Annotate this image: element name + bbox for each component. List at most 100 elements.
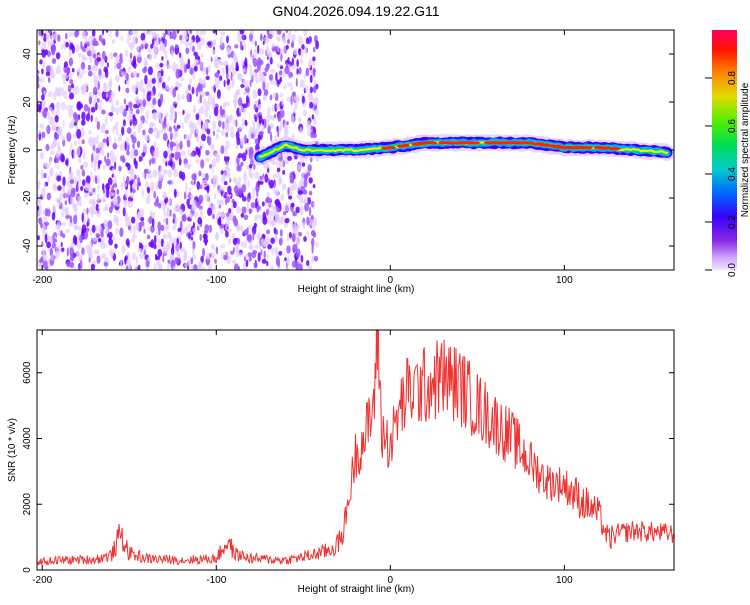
spectrogram-noise-blob [65, 104, 68, 111]
spectrogram-noise-blob [192, 45, 196, 53]
spectrogram-noise-blob [298, 48, 301, 54]
spectrogram-noise-blob [40, 169, 44, 178]
spectrogram-noise-blob [155, 184, 158, 191]
spectrogram-noise-blob [105, 92, 109, 99]
spectrogram-noise-blob [182, 109, 185, 116]
spectrogram-noise-blob [304, 46, 308, 55]
spectrogram-noise-blob [299, 79, 305, 89]
spectrogram-noise-blob [218, 60, 223, 66]
spectrogram-noise-blob [153, 31, 157, 39]
spectrogram-noise-blob [142, 91, 145, 100]
spectrogram-noise-blob [182, 213, 187, 221]
spectrogram-noise-blob [150, 225, 155, 233]
spectrogram-noise-blob [183, 162, 188, 169]
spectrogram-noise-blob [174, 257, 179, 264]
spectrogram-noise-blob [38, 258, 44, 263]
spectrogram-noise-blob [246, 202, 249, 213]
spectrogram-noise-blob [261, 258, 267, 264]
spectrogram-noise-blob [77, 226, 82, 232]
spectrogram-noise-blob [141, 188, 144, 198]
spectrogram-noise-blob [178, 170, 183, 179]
spectrogram-noise-blob [221, 67, 225, 77]
spectrogram-noise-blob [188, 222, 192, 229]
spectrogram-noise-blob [72, 235, 77, 245]
spectrogram-noise-blob [44, 30, 49, 34]
spectrogram-noise-blob [68, 222, 74, 227]
spectrogram-noise-blob [65, 229, 71, 233]
spectrogram-x-ticks: -200 -100 0 100 [32, 30, 573, 286]
spectrogram-noise-blob [216, 128, 221, 134]
spectrogram-noise-blob [290, 42, 294, 48]
spectrogram-noise-blob [116, 188, 120, 195]
spectrogram-noise-blob [276, 167, 281, 173]
spectrogram-noise-blob [114, 161, 117, 171]
spectrogram-noise-blob [138, 85, 141, 90]
spectrogram-noise-blob [238, 105, 244, 114]
spectrogram-noise-blob [257, 88, 262, 97]
spectrogram-noise-blob [98, 142, 101, 150]
spectrogram-noise-blob [177, 227, 182, 232]
spectrogram-noise-blob [171, 50, 174, 58]
spectrogram-noise-blob [68, 31, 74, 37]
spectrogram-noise-blob [163, 241, 166, 250]
spectrogram-noise-blob [160, 224, 165, 232]
spectrogram-noise-blob [234, 44, 239, 49]
spectrogram-noise-blob [213, 203, 216, 213]
spectrogram-noise-blob [175, 248, 178, 254]
spectrogram-noise-blob [73, 140, 78, 147]
spectrogram-noise-blob [272, 207, 278, 217]
spectrogram-noise-blob [212, 30, 216, 34]
spectrogram-noise-blob [164, 38, 168, 48]
spectrogram-noise-blob [163, 127, 167, 134]
spectrogram-noise-blob [230, 250, 235, 255]
spectrogram-noise-blob [79, 103, 83, 109]
spectrogram-noise-blob [191, 199, 197, 207]
spectrogram-noise-blob [80, 127, 85, 138]
spectrogram-noise-blob [248, 169, 252, 176]
spectrogram-noise-blob [64, 200, 68, 206]
spectrogram-noise-blob [108, 238, 113, 246]
spectrogram-noise-blob [91, 65, 95, 72]
spectrogram-noise-blob [131, 136, 137, 144]
y-tick-label: 2000 [22, 493, 33, 516]
spectrogram-noise-blob [205, 75, 210, 80]
x-tick-label: 0 [388, 275, 394, 286]
spectrogram-noise-blob [102, 183, 105, 191]
spectrogram-noise-blob [195, 211, 199, 217]
spectrogram-noise-blob [214, 258, 217, 264]
spectrogram-noise-blob [286, 97, 292, 102]
spectrogram-noise-blob [165, 161, 168, 167]
x-tick-label: -200 [32, 275, 52, 286]
spectrogram-noise-blob [42, 109, 48, 118]
spectrogram-noise-blob [276, 36, 281, 41]
spectrogram-noise-blob [128, 101, 133, 109]
spectrogram-noise-blob [108, 135, 112, 143]
spectrogram-noise-blob [225, 124, 230, 133]
spectrogram-noise-blob [118, 85, 121, 92]
spectrogram-noise-blob [170, 153, 175, 158]
spectrogram-noise-blob [311, 223, 315, 230]
spectrogram-noise-blob [306, 120, 312, 131]
spectrogram-noise-blob [81, 111, 86, 121]
spectrogram-noise-blob [136, 181, 139, 191]
spectrogram-noise-blob [171, 142, 177, 147]
spectrogram-noise-blob [58, 171, 63, 177]
spectrogram-noise-blob [213, 106, 219, 117]
spectrogram-noise-blob [282, 170, 286, 175]
spectrogram-noise-blob [266, 30, 270, 36]
spectrogram-noise-blob [288, 30, 292, 36]
spectrogram-noise-blob [120, 36, 124, 42]
spectrogram-noise-blob [39, 151, 45, 160]
y-tick-label: 6000 [22, 361, 33, 384]
spectrogram-noise-blob [125, 189, 128, 199]
spectrogram-noise-blob [260, 249, 263, 256]
spectrogram-noise-blob [130, 30, 134, 35]
spectrogram-noise-blob [184, 191, 186, 200]
spectrogram-noise-blob [95, 225, 98, 232]
spectrogram-noise-blob [281, 98, 284, 106]
spectrogram-noise-blob [226, 196, 231, 204]
spectrogram-noise-blob [144, 244, 148, 252]
spectrogram-noise-blob [62, 206, 65, 212]
spectrogram-noise-blob [63, 74, 69, 79]
